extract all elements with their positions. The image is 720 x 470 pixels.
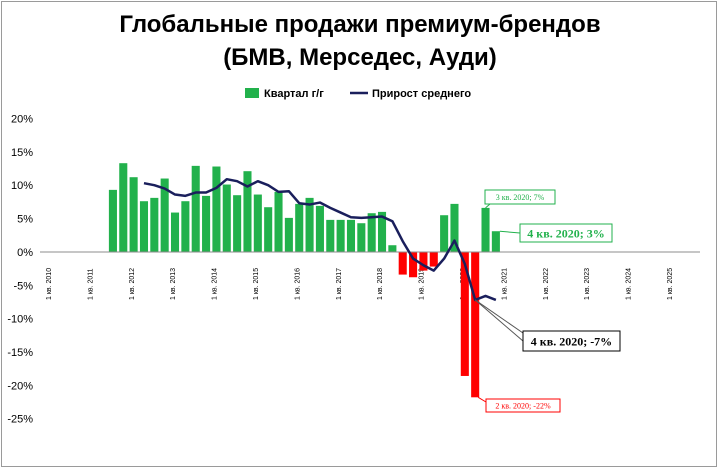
bar	[398, 251, 407, 275]
y-tick-label: -15%	[7, 347, 33, 359]
x-tick-label: 1 кв. 2013	[170, 268, 177, 300]
x-tick-label: 1 кв. 2012	[129, 268, 136, 300]
y-tick-label: 15%	[11, 147, 33, 159]
y-tick-label: -25%	[7, 414, 33, 426]
bar	[419, 251, 428, 271]
bar	[129, 177, 138, 252]
bar	[191, 165, 200, 252]
bar	[471, 251, 480, 398]
bar	[336, 219, 345, 252]
annotation-q4-2020-avg-leader	[474, 299, 524, 342]
x-tick-label: 1 кв. 2022	[543, 268, 550, 300]
y-tick-label: 0%	[17, 247, 33, 259]
annotation-q4-2020-bar-box	[519, 223, 613, 243]
y-tick-label: -10%	[7, 314, 33, 326]
bar	[388, 245, 397, 252]
annotation-q3-2020-box	[484, 189, 556, 205]
bar	[222, 184, 231, 252]
bar	[150, 197, 159, 252]
bar	[264, 207, 273, 252]
x-tick-label: 1 кв. 2016	[294, 268, 301, 300]
bar	[243, 171, 252, 252]
x-tick-label: 1 кв. 2021	[501, 268, 508, 300]
bar	[409, 251, 418, 278]
y-tick-label: 10%	[11, 180, 33, 192]
bar	[357, 223, 366, 252]
bar	[460, 251, 469, 376]
y-tick-label: -5%	[13, 280, 33, 292]
chart-title-line-2: (БМВ, Мерседес, Ауди)	[223, 44, 497, 71]
chart-legend: Квартал г/г Прирост среднего	[245, 88, 471, 100]
bar	[305, 197, 314, 252]
bar	[326, 219, 335, 252]
x-tick-label: 1 кв. 2023	[584, 268, 591, 300]
bar	[315, 205, 324, 252]
y-axis-ticks: 20% 15% 10% 5% 0% -5% -10% -15% -20% -25%	[7, 114, 33, 426]
bar	[119, 163, 128, 252]
x-tick-label: 1 кв. 2017	[336, 268, 343, 300]
chart-title-line-1: Глобальные продажи премиум-брендов	[119, 11, 601, 38]
chart-title: Глобальные продажи премиум-брендов (БМВ,…	[0, 8, 720, 74]
bar	[274, 191, 283, 252]
x-tick-label: 1 кв. 2010	[46, 268, 53, 300]
annotation-q3-2020-text: 3 кв. 2020; 7%	[496, 193, 545, 202]
x-tick-label: 1 кв. 2025	[667, 268, 674, 300]
bar	[346, 219, 356, 252]
bar	[108, 189, 117, 252]
bar	[202, 195, 211, 252]
x-tick-label: 1 кв. 2011	[87, 268, 94, 300]
bar	[295, 203, 304, 252]
x-tick-label: 1 кв. 2015	[253, 268, 260, 300]
annotation-q4-2020-avg-box	[522, 330, 621, 352]
bar	[181, 201, 190, 252]
x-tick-label: 1 кв. 2024	[626, 268, 633, 300]
bar	[481, 207, 490, 252]
bar	[450, 203, 459, 252]
bar	[491, 231, 500, 252]
legend-swatch-bars	[245, 88, 259, 98]
x-tick-label: 1 кв. 2019	[419, 268, 426, 300]
bar	[429, 251, 438, 267]
annotation-q3-2020-leader	[485, 203, 491, 209]
bar	[233, 195, 242, 252]
annotation-q4-2020-avg-leader-2	[474, 299, 524, 334]
x-tick-label: 1 кв. 2018	[377, 268, 384, 300]
x-tick-label: 1 кв. 2014	[212, 268, 219, 300]
x-axis-ticks: 1 кв. 2010 1 кв. 2011 1 кв. 2012 1 кв. 2013…	[46, 268, 674, 300]
bar-series	[108, 163, 500, 398]
bar	[253, 194, 262, 252]
bar	[284, 217, 293, 252]
y-tick-label: 20%	[11, 114, 33, 126]
annotation-q2-2020-box	[485, 398, 561, 413]
y-tick-label: -20%	[7, 380, 33, 392]
annotation-q2-2020-text: 2 кв. 2020; -22%	[495, 402, 551, 411]
average-line-series	[143, 177, 497, 302]
bar	[160, 178, 169, 252]
y-tick-label: 5%	[17, 214, 33, 226]
annotations: 3 кв. 2020; 7% 4 кв. 2020; 3% 4 кв. 2020; …	[474, 189, 621, 413]
annotation-q4-2020-bar-text: 4 кв. 2020; 3%	[527, 227, 604, 241]
bar	[367, 213, 376, 252]
bar	[440, 215, 449, 252]
bar	[139, 201, 149, 252]
annotation-q2-2020-leader	[477, 396, 487, 403]
annotation-q4-2020-avg-text: 4 кв. 2020; -7%	[531, 335, 612, 349]
legend-label-bars: Квартал г/г	[264, 88, 324, 100]
bar	[377, 211, 387, 252]
annotation-q4-2020-bar-leader	[499, 230, 521, 234]
average-line	[143, 177, 497, 302]
legend-label-line: Прирост среднего	[372, 88, 471, 100]
bar	[212, 166, 221, 252]
bar	[170, 212, 180, 252]
